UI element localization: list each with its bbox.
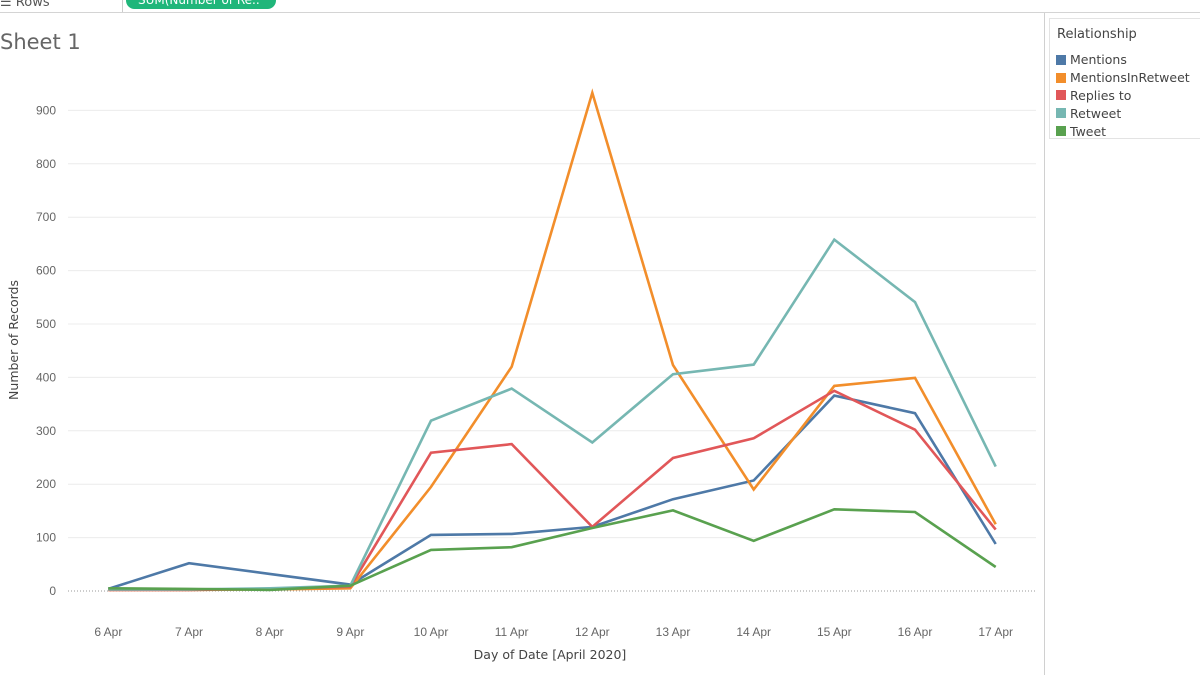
series-line-replies-to[interactable]	[108, 389, 997, 592]
y-tick-label: 400	[36, 370, 56, 384]
x-tick-label: 6 Apr	[94, 625, 122, 639]
measure-pill[interactable]: SUM(Number of Re..	[126, 0, 276, 9]
legend-item-mentions[interactable]: Mentions	[1056, 51, 1190, 69]
x-tick-label: 7 Apr	[175, 625, 203, 639]
x-tick-label: 13 Apr	[656, 625, 691, 639]
legend-title: Relationship	[1057, 27, 1137, 42]
legend-swatch	[1056, 126, 1066, 137]
legend-swatch	[1056, 54, 1066, 65]
legend-items: Mentions MentionsInRetweet Replies to Re…	[1056, 51, 1190, 140]
y-tick-label: 300	[36, 424, 56, 438]
x-tick-label: 8 Apr	[256, 625, 284, 639]
y-tick-label: 800	[36, 157, 56, 171]
x-axis-ticks: 6 Apr 7 Apr 8 Apr 9 Apr 10 Apr 11 Apr 12 Apr 13…	[94, 625, 1013, 639]
rows-shelf: ☰ Rows SUM(Number of Re..	[0, 0, 1200, 13]
y-tick-label: 500	[36, 317, 56, 331]
legend-label: Tweet	[1070, 123, 1107, 139]
legend-swatch	[1056, 108, 1066, 119]
y-axis-label: Number of Records	[6, 280, 21, 400]
x-tick-label: 16 Apr	[898, 625, 933, 639]
legend-item-replies-to[interactable]: Replies to	[1056, 87, 1190, 105]
series-lines	[107, 88, 997, 592]
x-tick-label: 11 Apr	[495, 625, 529, 639]
legend-swatch	[1056, 90, 1066, 101]
y-tick-label: 600	[36, 264, 56, 278]
legend-label: Retweet	[1070, 105, 1122, 121]
y-tick-label: 700	[36, 210, 56, 224]
legend-item-retweet[interactable]: Retweet	[1056, 104, 1190, 122]
legend-item-mentionsinretweet[interactable]: MentionsInRetweet	[1056, 69, 1190, 87]
legend-label: Mentions	[1070, 52, 1127, 68]
rows-shelf-label: ☰ Rows	[0, 0, 50, 10]
x-tick-label: 9 Apr	[336, 625, 364, 639]
series-line-mentionsinretweet[interactable]	[108, 88, 997, 592]
gridlines	[68, 109, 1036, 592]
rows-label-text: Rows	[15, 0, 50, 10]
line-chart: 0 100 200 300 400 500 600 700 800 900 6 Apr 7 Apr 8…	[6, 88, 1036, 662]
shelf-divider	[122, 0, 123, 12]
y-axis-ticks: 0 100 200 300 400 500 600 700 800 900	[36, 103, 56, 598]
y-tick-label: 200	[36, 477, 56, 491]
sheet-title: Sheet 1	[0, 30, 81, 54]
x-tick-label: 14 Apr	[736, 625, 771, 639]
x-tick-label: 15 Apr	[817, 625, 852, 639]
legend-label: MentionsInRetweet	[1070, 70, 1190, 86]
y-tick-label: 100	[36, 531, 56, 545]
x-tick-label: 12 Apr	[575, 625, 610, 639]
legend-label: Replies to	[1070, 87, 1132, 103]
legend-item-tweet[interactable]: Tweet	[1056, 122, 1190, 140]
series-line-mentions[interactable]	[107, 394, 997, 591]
x-tick-label: 17 Apr	[978, 625, 1013, 639]
series-line-tweet[interactable]	[108, 507, 997, 592]
color-legend: Relationship Mentions MentionsInRetweet …	[1049, 18, 1200, 139]
legend-separator	[1044, 13, 1045, 675]
legend-swatch	[1056, 72, 1066, 83]
y-tick-label: 0	[49, 584, 56, 598]
x-tick-label: 10 Apr	[414, 625, 449, 639]
y-tick-label: 900	[36, 103, 56, 117]
x-axis-label: Day of Date [April 2020]	[474, 647, 627, 662]
